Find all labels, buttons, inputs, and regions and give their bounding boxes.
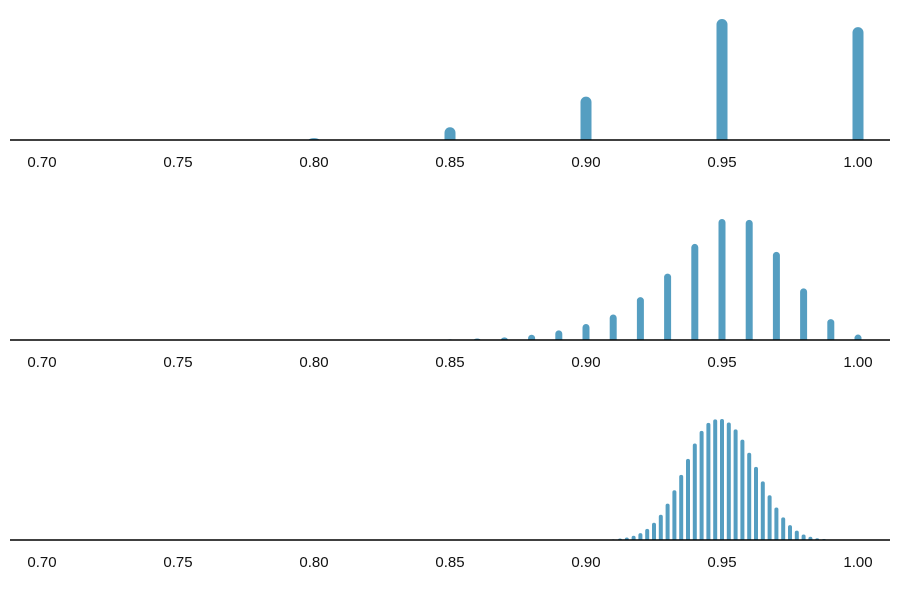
bar: [852, 27, 864, 140]
bar: [747, 452, 752, 540]
x-tick-label: 0.90: [571, 554, 600, 571]
bar: [706, 422, 711, 540]
x-tick-label: 0.90: [571, 354, 600, 371]
bar: [631, 535, 636, 540]
bar: [718, 219, 726, 340]
bar: [808, 536, 813, 540]
bar: [691, 243, 699, 340]
bar: [444, 127, 456, 140]
bar: [720, 419, 724, 540]
x-tick-label: 0.80: [299, 154, 328, 171]
bar: [699, 430, 704, 540]
bar: [788, 525, 792, 540]
x-tick-label: 0.75: [163, 354, 192, 371]
bar: [726, 422, 731, 540]
bar: [767, 495, 772, 540]
x-tick-label: 0.70: [27, 554, 56, 571]
bar: [672, 490, 677, 540]
x-tick-label: 1.00: [843, 354, 872, 371]
x-tick-label: 1.00: [843, 154, 872, 171]
bar: [774, 507, 779, 540]
bar: [686, 458, 690, 540]
x-tick-label: 0.95: [707, 154, 736, 171]
bar: [636, 297, 644, 340]
bar: [638, 533, 643, 540]
bar: [740, 439, 745, 540]
x-tick-label: 0.85: [435, 154, 464, 171]
x-tick-label: 1.00: [843, 554, 872, 571]
bar: [555, 330, 563, 340]
x-tick-label: 0.70: [27, 154, 56, 171]
panel-2: 0.70 0.75 0.80 0.85 0.90 0.95 1.00: [10, 219, 890, 371]
panel-3: 0.70 0.75 0.80 0.85 0.90 0.95 1.00: [10, 419, 890, 571]
bar: [745, 219, 753, 340]
bar: [652, 522, 656, 540]
bar: [754, 466, 758, 540]
bar: [665, 503, 670, 540]
bar: [692, 443, 697, 540]
x-tick-label: 0.85: [435, 354, 464, 371]
bar: [713, 419, 718, 540]
bar: [733, 429, 738, 540]
bar: [580, 96, 592, 140]
x-tick-label: 0.85: [435, 554, 464, 571]
bar: [781, 517, 786, 540]
bar: [794, 530, 799, 540]
bar: [664, 273, 672, 340]
panel-1: 0.70 0.75 0.80 0.85 0.90 0.95 1.00: [10, 19, 890, 171]
bar: [800, 288, 808, 340]
x-tick-label: 0.75: [163, 554, 192, 571]
bar: [658, 514, 663, 540]
bar: [582, 323, 590, 340]
bar: [716, 19, 728, 140]
bar: [645, 528, 650, 540]
x-tick-label: 0.90: [571, 154, 600, 171]
x-tick-label: 0.80: [299, 554, 328, 571]
bar: [772, 251, 780, 340]
x-tick-label: 0.70: [27, 354, 56, 371]
bar: [609, 314, 617, 340]
x-tick-label: 0.95: [707, 354, 736, 371]
x-tick-label: 0.95: [707, 554, 736, 571]
bar: [801, 534, 806, 540]
bar: [679, 474, 684, 540]
x-tick-label: 0.80: [299, 354, 328, 371]
x-tick-label: 0.75: [163, 154, 192, 171]
bar: [760, 481, 765, 540]
bar: [827, 319, 835, 340]
bar: [528, 334, 536, 340]
bar: [854, 334, 862, 340]
